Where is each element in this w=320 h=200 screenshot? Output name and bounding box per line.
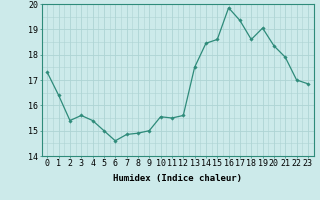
X-axis label: Humidex (Indice chaleur): Humidex (Indice chaleur) (113, 174, 242, 183)
